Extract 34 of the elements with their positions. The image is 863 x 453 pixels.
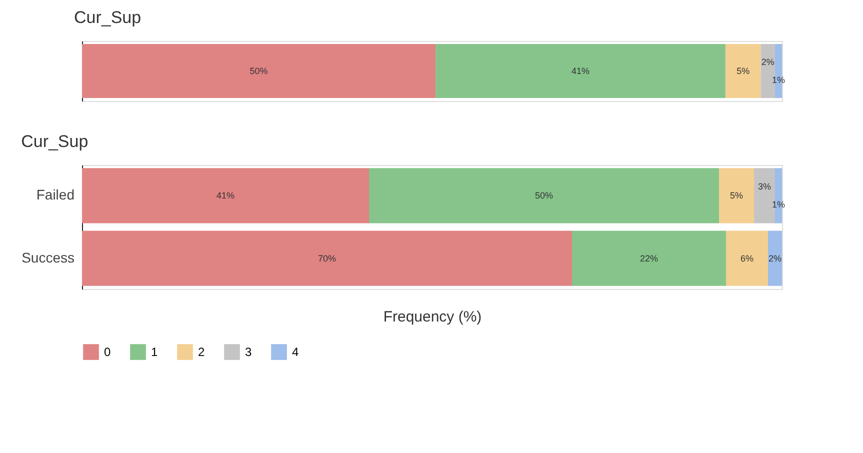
data-label: 2% xyxy=(768,253,782,264)
x-axis-title: Frequency (%) xyxy=(383,308,482,326)
bar xyxy=(82,230,572,286)
legend-label: 3 xyxy=(245,345,252,360)
y-tick-label: Failed xyxy=(36,186,74,203)
bar xyxy=(82,168,369,224)
legend-label: 4 xyxy=(292,345,299,360)
data-label: 41% xyxy=(216,190,235,201)
bar xyxy=(82,44,436,98)
legend-label: 2 xyxy=(198,345,205,360)
chart-title: Cur_Sup xyxy=(74,8,142,27)
bar xyxy=(369,168,719,224)
data-label: 50% xyxy=(534,190,554,201)
data-label: 70% xyxy=(318,253,336,264)
chart-title: Cur_Sup xyxy=(21,132,88,151)
data-label: 5% xyxy=(730,190,744,201)
data-label: 6% xyxy=(740,253,754,264)
data-label: 1% xyxy=(772,200,786,210)
legend-label: 0 xyxy=(104,345,111,360)
data-label: 22% xyxy=(640,253,658,264)
data-label: 50% xyxy=(250,66,268,76)
bar xyxy=(572,230,726,286)
legend-label: 1 xyxy=(151,345,158,360)
bar xyxy=(719,168,754,224)
data-label: 2% xyxy=(761,57,774,67)
bar xyxy=(725,44,761,98)
bar xyxy=(436,44,726,98)
bar xyxy=(768,230,782,286)
data-label: 1% xyxy=(772,75,785,85)
data-label: 5% xyxy=(736,66,750,76)
y-tick-label: Success xyxy=(22,249,74,266)
data-label: 3% xyxy=(758,182,772,192)
bar xyxy=(726,230,768,286)
data-label: 41% xyxy=(571,66,590,76)
